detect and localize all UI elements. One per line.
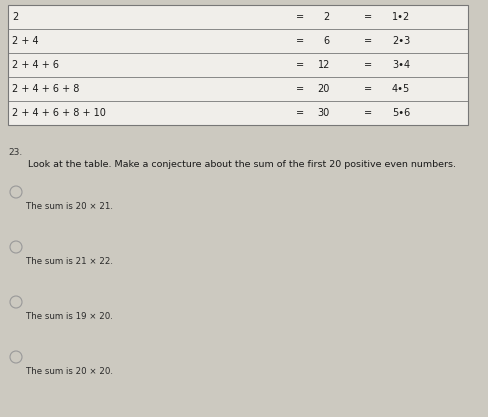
Text: 2 + 4: 2 + 4 — [12, 36, 39, 46]
Text: 2 + 4 + 6: 2 + 4 + 6 — [12, 60, 59, 70]
Text: 4•5: 4•5 — [391, 84, 409, 94]
Text: The sum is 19 × 20.: The sum is 19 × 20. — [26, 312, 113, 321]
Text: 12: 12 — [317, 60, 329, 70]
Bar — [8, 5, 467, 125]
Text: =: = — [363, 108, 371, 118]
Text: Look at the table. Make a conjecture about the sum of the first 20 positive even: Look at the table. Make a conjecture abo… — [28, 160, 455, 169]
Text: 23.: 23. — [8, 148, 22, 157]
Text: =: = — [295, 12, 304, 22]
Text: The sum is 21 × 22.: The sum is 21 × 22. — [26, 257, 113, 266]
Text: =: = — [363, 84, 371, 94]
Text: 2: 2 — [323, 12, 329, 22]
Text: =: = — [363, 60, 371, 70]
Text: =: = — [295, 60, 304, 70]
Text: 2 + 4 + 6 + 8 + 10: 2 + 4 + 6 + 8 + 10 — [12, 108, 106, 118]
Text: =: = — [295, 36, 304, 46]
Text: 2: 2 — [12, 12, 18, 22]
Text: 30: 30 — [317, 108, 329, 118]
Text: The sum is 20 × 20.: The sum is 20 × 20. — [26, 367, 113, 376]
Text: 6: 6 — [323, 36, 329, 46]
Text: 20: 20 — [317, 84, 329, 94]
Text: 5•6: 5•6 — [391, 108, 409, 118]
Text: 3•4: 3•4 — [391, 60, 409, 70]
Text: =: = — [363, 36, 371, 46]
Text: The sum is 20 × 21.: The sum is 20 × 21. — [26, 202, 113, 211]
Text: 2•3: 2•3 — [391, 36, 409, 46]
Text: =: = — [295, 84, 304, 94]
Text: =: = — [363, 12, 371, 22]
Text: =: = — [295, 108, 304, 118]
Text: 2 + 4 + 6 + 8: 2 + 4 + 6 + 8 — [12, 84, 79, 94]
Text: 1•2: 1•2 — [391, 12, 409, 22]
